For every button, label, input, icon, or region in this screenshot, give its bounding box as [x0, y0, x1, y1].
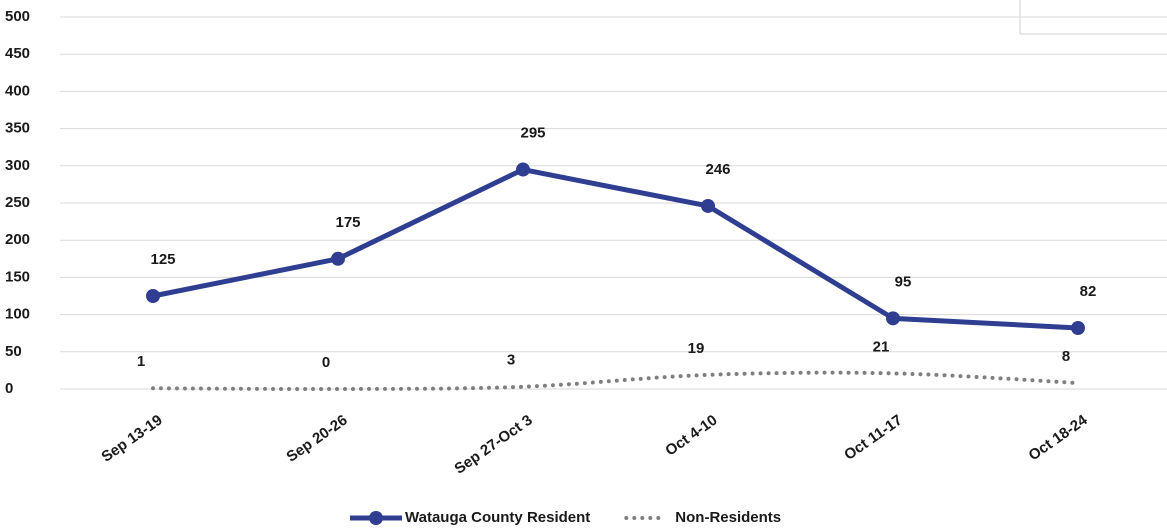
data-label: 1 [137, 353, 145, 370]
line [152, 167, 1079, 331]
data-label: 95 [895, 273, 912, 290]
marker [701, 198, 715, 213]
data-label: 246 [705, 161, 730, 178]
y-tick-label: 150 [5, 268, 30, 285]
x-tick-label: Oct 4-10 [662, 412, 720, 460]
data-label: 21 [873, 338, 890, 355]
y-tick-label: 400 [5, 82, 30, 99]
y-tick-label: 300 [5, 157, 30, 174]
legend-label: Non-Residents [675, 509, 781, 526]
y-tick-label: 200 [5, 231, 30, 248]
marker [331, 251, 345, 266]
data-label: 82 [1080, 283, 1097, 300]
data-label: 19 [688, 340, 705, 357]
x-tick-label: Oct 18-24 [1025, 411, 1091, 464]
y-tick-label: 250 [5, 194, 30, 211]
y-tick-label: 100 [5, 306, 30, 323]
x-tick-label: Sep 27-Oct 3 [451, 412, 535, 478]
data-label: 0 [322, 354, 330, 371]
y-tick-label: 350 [5, 120, 30, 137]
data-label: 175 [335, 214, 360, 231]
marker [1071, 320, 1085, 335]
marker [886, 311, 900, 326]
y-tick-label: 500 [5, 8, 30, 25]
data-label: 3 [507, 352, 515, 369]
legend-marker [369, 511, 383, 525]
marker [146, 289, 160, 303]
data-label: 8 [1062, 348, 1070, 365]
data-label: 295 [520, 124, 545, 141]
x-tick-label: Sep 13-19 [98, 412, 165, 466]
y-tick-label: 0 [5, 380, 13, 397]
line [151, 370, 1080, 392]
x-tick-label: Sep 20-26 [283, 412, 350, 466]
y-tick-label: 450 [5, 45, 30, 62]
data-label: 125 [150, 251, 175, 268]
legend-label: Watauga County Resident [405, 509, 590, 526]
x-tick-label: Oct 11-17 [841, 412, 905, 464]
y-tick-label: 50 [5, 343, 22, 360]
marker [516, 162, 530, 177]
